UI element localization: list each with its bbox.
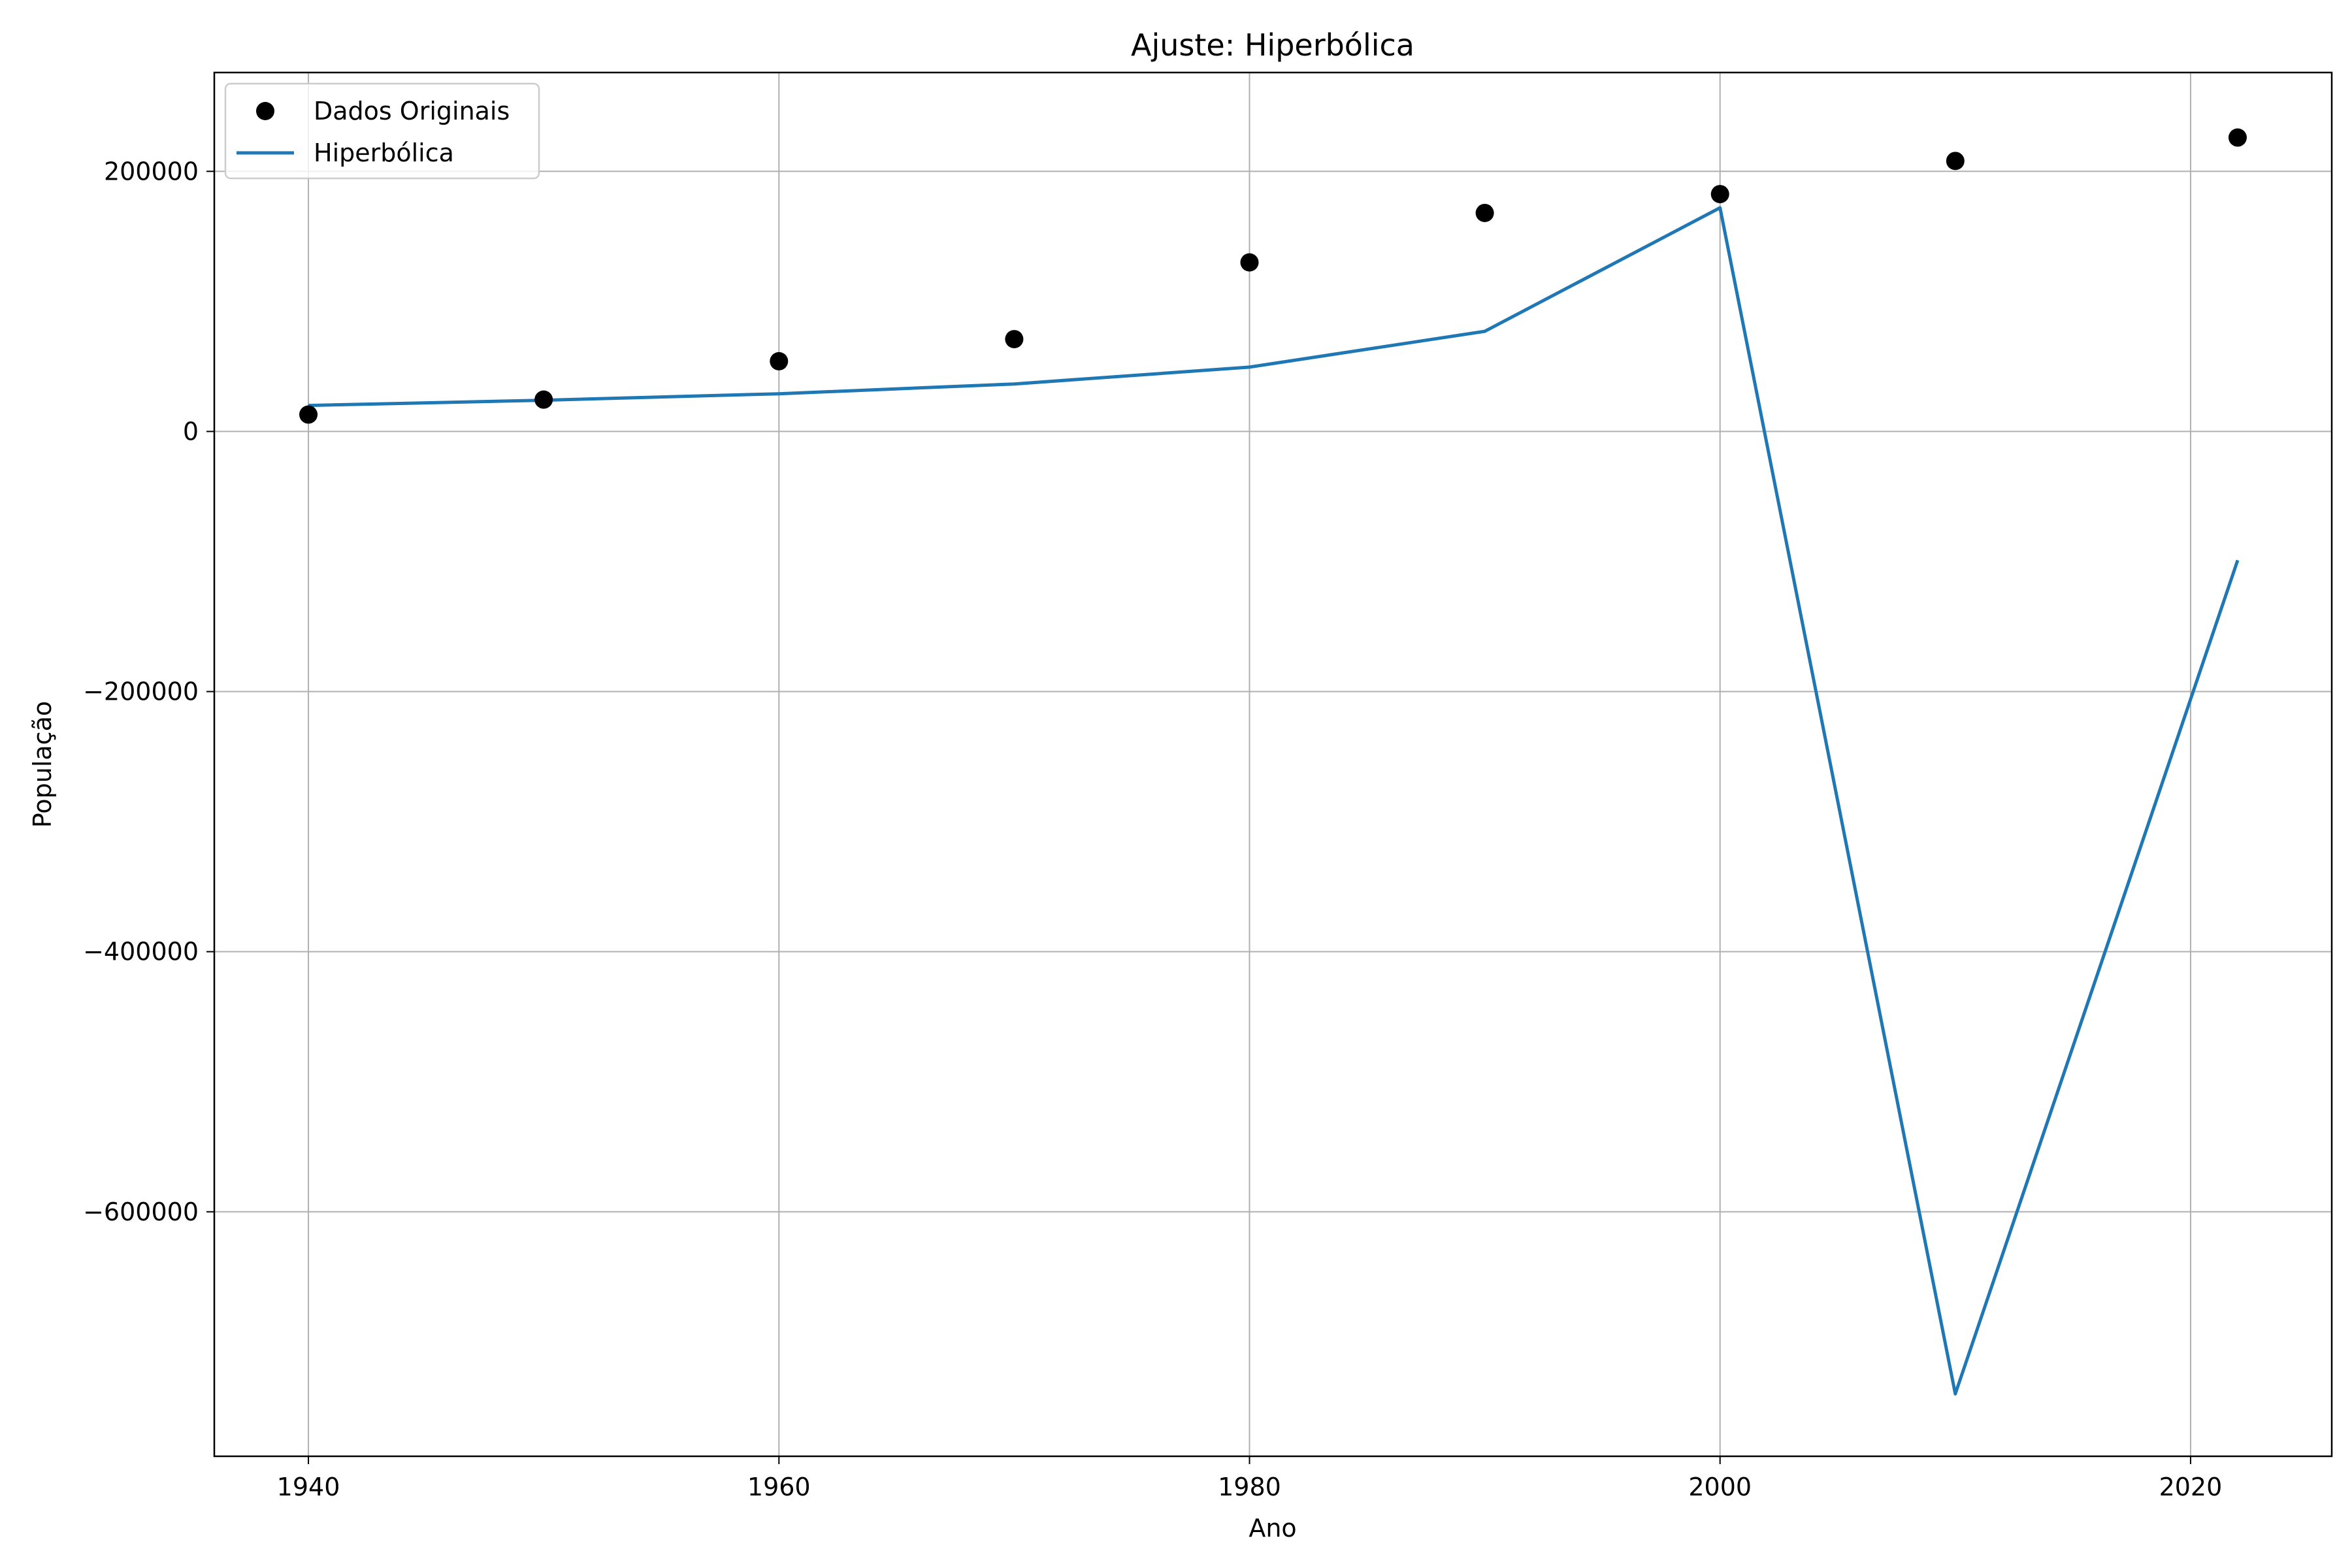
x-tick-label: 2020 [2159,1473,2223,1501]
data-point-dados-originais [770,351,789,370]
legend-label-hiperbolica: Hiperbólica [314,139,454,167]
plot-area [214,73,2332,1456]
y-tick-label: −200000 [83,678,199,706]
data-point-dados-originais [1240,253,1259,272]
grid [214,73,2332,1456]
chart-title: Ajuste: Hiperbólica [1131,27,1414,63]
ticks: 1940 1960 1980 2000 2020 200000 0 −200000 −40000… [83,157,2222,1501]
x-tick-label: 1940 [277,1473,340,1501]
y-tick-label: −600000 [83,1198,199,1226]
series-line-hiperbolica [308,206,2240,1396]
legend-frame [224,82,540,180]
y-tick-label: −400000 [83,938,199,966]
data-point-dados-originais [1946,152,1965,171]
y-axis-label: População [28,701,57,828]
plot-frame [213,71,2333,1458]
legend: Dados Originais Hiperbólica [224,82,540,180]
legend-label-dados-originais: Dados Originais [314,97,510,125]
data-point-dados-originais [299,405,318,424]
x-axis-label: Ano [1249,1514,1296,1543]
data-point-dados-originais [1710,185,1729,204]
data-point-dados-originais [534,390,553,409]
x-tick-label: 2000 [1688,1473,1752,1501]
data-point-dados-originais [2228,128,2247,147]
legend-marker-dados-originais [256,102,274,120]
y-tick-label: 0 [183,417,199,446]
x-tick-label: 1980 [1218,1473,1281,1501]
y-tick-label: 200000 [104,157,199,186]
data-point-dados-originais [1005,330,1024,349]
x-tick-label: 1960 [747,1473,811,1501]
data-point-dados-originais [1475,203,1494,222]
series-layer [299,128,2247,1396]
